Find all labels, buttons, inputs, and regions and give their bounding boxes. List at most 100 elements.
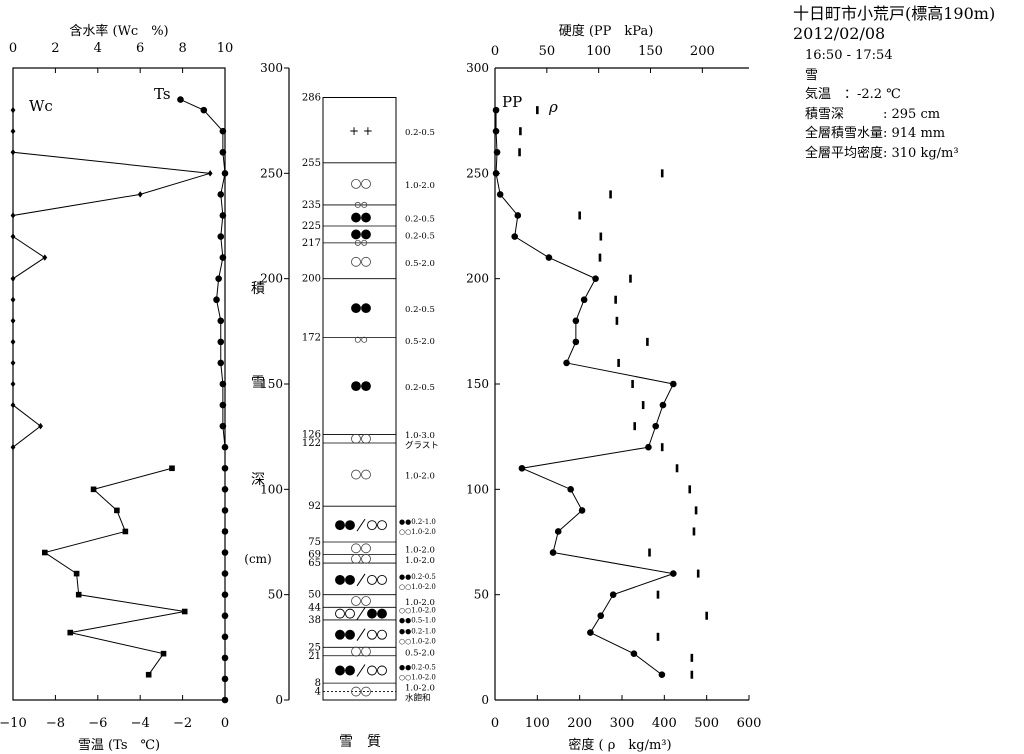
depth-axis-label: 積 [251, 281, 265, 297]
data-point-density [518, 148, 521, 157]
grain-symbol [351, 553, 361, 564]
grain-symbol [367, 520, 377, 531]
bottom-axis-label: 雪温 (Ts ℃) [78, 738, 160, 753]
grain-symbol [361, 178, 371, 189]
data-point-pp [609, 591, 617, 598]
data-point-ts [215, 275, 222, 282]
bottom-tick-label: 600 [737, 716, 762, 731]
grain-symbol [354, 336, 361, 343]
depth-axis-label: 深 [251, 472, 265, 488]
data-point-pp [514, 212, 522, 219]
depth-tick-label: 250 [260, 166, 283, 180]
bottom-tick-label: −6 [88, 716, 107, 731]
grain-symbol [367, 574, 377, 585]
depth-tick-label: 200 [466, 272, 489, 286]
data-point-ts [219, 127, 227, 135]
data-point-ts [221, 612, 229, 620]
grain-symbol [367, 665, 377, 676]
grain-size-label: ○○1.0-2.0 [399, 607, 436, 615]
data-point-ts [219, 212, 227, 219]
data-point-ts [221, 549, 229, 556]
data-point-density [694, 506, 698, 515]
data-point-density [599, 232, 603, 241]
grain-symbol [377, 665, 387, 676]
data-point-wc [10, 106, 16, 114]
top-tick-label: 8 [178, 41, 186, 56]
data-point-ts-lower [145, 671, 152, 678]
layer-boundary-label: 286 [302, 92, 321, 103]
grain-symbol [351, 178, 361, 189]
data-point-pp [670, 570, 677, 577]
grain-symbol [351, 256, 361, 267]
data-point-pp [645, 443, 652, 451]
top-tick-label: 0 [491, 44, 499, 59]
grain-size-label: ○○1.0-2.0 [399, 528, 436, 536]
layer-boundary-label: 65 [308, 558, 321, 569]
data-point-pp [597, 612, 605, 620]
grain-size-label: 1.0-3.0 [405, 431, 435, 441]
snow-water-equivalent: 全層積雪水量: 914 mm [805, 126, 946, 141]
data-point-density [614, 295, 617, 304]
grain-size-label: 0.2-0.5 [405, 383, 435, 393]
top-axis-label: 硬度 (PP kPa) [559, 23, 654, 39]
grain-symbol [351, 686, 361, 697]
legend-density: ρ [548, 98, 558, 116]
data-point-density [631, 380, 634, 388]
data-point-density [536, 106, 539, 115]
plot-frame [12, 67, 226, 701]
top-tick-label: 50 [539, 44, 556, 59]
bottom-tick-label: 0 [221, 716, 229, 731]
depth-tick-label: 0 [481, 693, 489, 707]
grain-symbol [361, 381, 371, 392]
grain-symbol [377, 608, 387, 619]
data-point-density [688, 485, 692, 494]
data-point-ts [217, 338, 225, 346]
data-point-density [692, 527, 696, 536]
data-point-density [617, 358, 620, 367]
grain-symbol [345, 629, 355, 640]
data-point-density [656, 632, 660, 641]
grain-size-label: ●●0.2-0.5 [399, 664, 436, 672]
grain-symbol [367, 608, 377, 619]
data-point-wc [137, 191, 143, 198]
data-point-density [578, 211, 581, 220]
bottom-tick-label: 100 [525, 716, 550, 731]
data-point-density [646, 337, 649, 346]
data-point-pp [511, 233, 518, 240]
data-point-density [641, 401, 645, 410]
observation-info: 十日町市小荒戸(標高190m) 2012/02/08 16:50 - 17:54… [793, 4, 1021, 163]
layer-boundary-label: 21 [308, 651, 321, 662]
grain-size-label: ○○1.0-2.0 [399, 674, 436, 682]
data-point-ts [219, 148, 227, 156]
grain-symbol [345, 608, 355, 619]
grain-symbol: + + [349, 124, 373, 138]
data-point-ts-lower [75, 591, 82, 598]
grain-size-label: ○○1.0-2.0 [399, 583, 436, 591]
layer-boundary-label: 122 [302, 438, 321, 449]
grain-size-label: 1.0-2.0 [405, 472, 435, 482]
data-point-ts-lower [122, 528, 129, 535]
data-point-ts-lower [73, 570, 80, 577]
data-point-ts [221, 570, 229, 577]
data-point-pp [572, 317, 580, 325]
legend-wc: Wc [29, 97, 53, 115]
grain-size-label: 0.5-2.0 [405, 259, 435, 269]
layer-boundary-label: 25 [308, 642, 321, 653]
data-point-ts [213, 296, 220, 304]
top-tick-label: 150 [638, 44, 663, 59]
grain-size-label: 1.0-2.0 [405, 556, 435, 566]
data-point-pp [567, 486, 574, 493]
data-point-wc [10, 359, 16, 367]
grain-symbol [361, 336, 368, 343]
data-point-ts [219, 422, 227, 430]
layer-boundary-label: 8 [315, 678, 321, 689]
grain-symbol [361, 433, 371, 444]
data-point-density [690, 670, 694, 679]
data-point-density [615, 316, 619, 325]
data-point-pp [545, 254, 553, 261]
data-point-wc [10, 444, 16, 451]
data-point-pp [492, 127, 500, 135]
data-point-density [629, 274, 632, 283]
layer-boundary-label: 172 [302, 333, 321, 344]
